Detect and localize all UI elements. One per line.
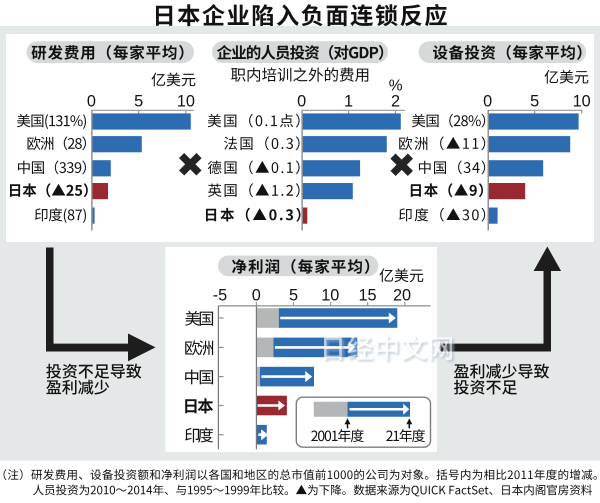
svg-text:-5: -5 [213,286,227,304]
svg-text:10: 10 [321,286,339,304]
svg-text:5: 5 [530,92,539,110]
svg-text:0: 0 [483,92,492,110]
svg-text:10: 10 [177,92,195,110]
svg-text:5: 5 [134,92,143,110]
svg-text:0: 0 [297,92,306,110]
svg-text:20: 20 [393,286,411,304]
svg-text:10: 10 [573,92,591,110]
svg-text:%: % [389,78,403,95]
svg-text:5: 5 [289,286,298,304]
svg-text:1: 1 [344,92,353,110]
svg-text:0: 0 [87,92,96,110]
svg-text:0: 0 [252,286,261,304]
svg-text:15: 15 [358,286,376,304]
svg-text:2: 2 [391,92,400,110]
